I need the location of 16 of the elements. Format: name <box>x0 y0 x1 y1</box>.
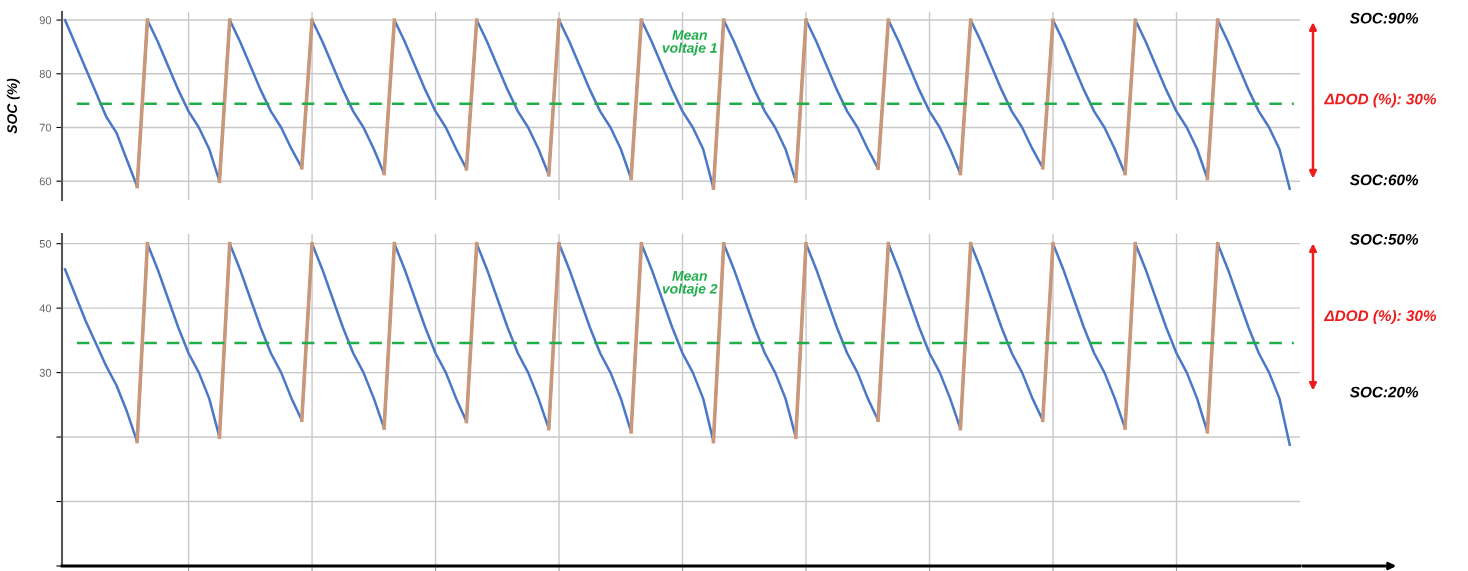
y-tick-label: 80 <box>39 70 52 78</box>
ref-line-label: Mean voltaje 2 <box>662 271 718 297</box>
y-axis-title: SOC (%) <box>6 78 20 134</box>
y-tick-label: 50 <box>39 239 52 248</box>
text: SOC:90% <box>1349 12 1419 24</box>
text: ΔDOD (%): 30% <box>1323 93 1437 108</box>
text: SOC:50% <box>1349 233 1419 245</box>
y-tick-label: 70 <box>39 123 52 132</box>
text: SOC:60% <box>1349 174 1419 186</box>
text: ΔDOD (%): 30% <box>1323 309 1437 325</box>
y-tick-label: 90 <box>39 16 52 25</box>
y-tick-label: 60 <box>39 177 52 186</box>
y-tick-label: 40 <box>39 304 52 313</box>
y-tick-label: 30 <box>39 368 52 377</box>
ref-line-label: Mean voltaje 1 <box>662 30 717 56</box>
text: SOC:20% <box>1349 386 1419 398</box>
